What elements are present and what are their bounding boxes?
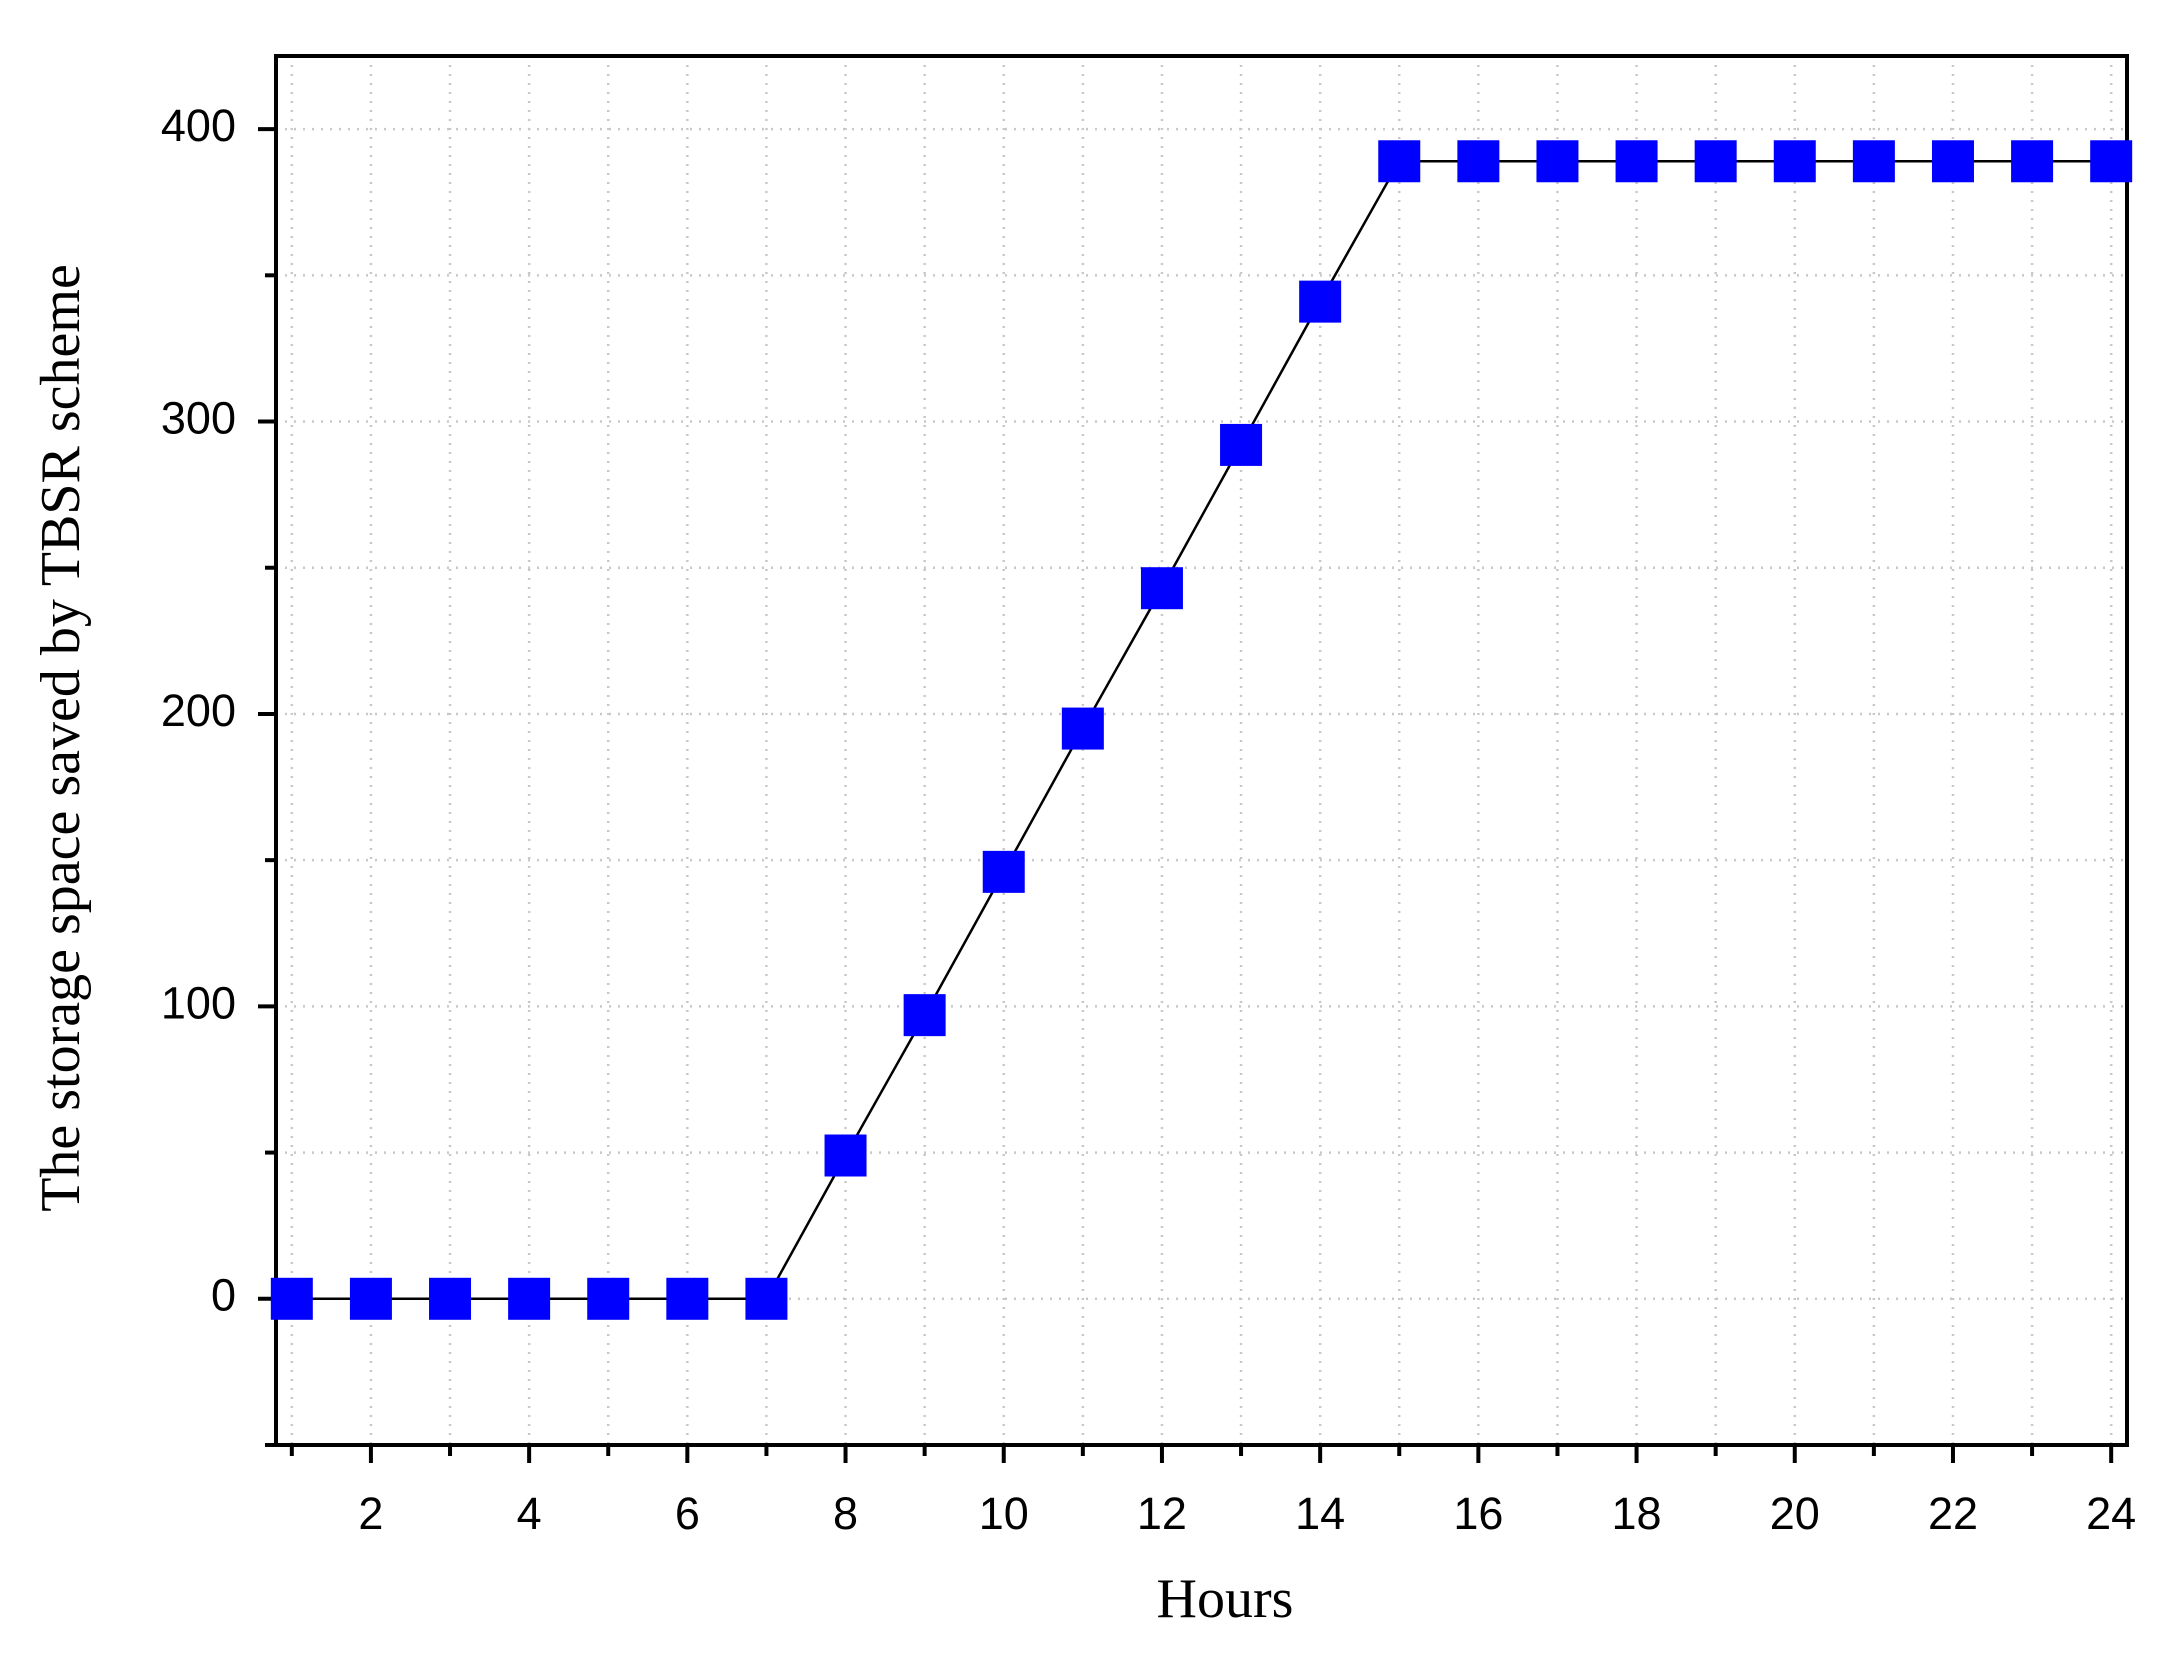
marker — [903, 994, 946, 1037]
x-tick-label: 12 — [1137, 1488, 1187, 1539]
y-tick-label: 0 — [211, 1270, 236, 1321]
marker — [2011, 140, 2054, 183]
x-tick-label: 10 — [979, 1488, 1029, 1539]
marker — [1536, 140, 1579, 183]
y-tick-label: 200 — [161, 685, 236, 736]
x-tick-label: 20 — [1770, 1488, 1820, 1539]
marker — [429, 1277, 472, 1320]
x-tick-label: 2 — [358, 1488, 383, 1539]
marker — [982, 850, 1025, 893]
x-tick-label: 6 — [675, 1488, 700, 1539]
marker — [745, 1277, 788, 1320]
marker — [508, 1277, 551, 1320]
y-tick-label: 100 — [161, 977, 236, 1028]
x-tick-label: 16 — [1453, 1488, 1503, 1539]
x-tick-label: 4 — [517, 1488, 542, 1539]
series-line — [291, 160, 2112, 1301]
marker — [587, 1277, 630, 1320]
y-tick-label: 400 — [161, 100, 236, 151]
marker — [1852, 140, 1895, 183]
x-tick-label: 24 — [2086, 1488, 2136, 1539]
marker — [2090, 140, 2133, 183]
y-axis-label: The storage space saved by TBSR scheme — [30, 264, 92, 1212]
marker — [1140, 567, 1183, 610]
x-tick-label: 14 — [1295, 1488, 1345, 1539]
marker — [1457, 140, 1500, 183]
marker — [1615, 140, 1658, 183]
marker — [1061, 707, 1104, 750]
marker — [1931, 140, 1974, 183]
x-tick-label: 18 — [1612, 1488, 1662, 1539]
marker — [1299, 280, 1342, 323]
y-tick-label: 300 — [161, 392, 236, 443]
marker — [1220, 423, 1263, 466]
plot-frame — [274, 54, 2129, 1447]
marker — [1378, 140, 1421, 183]
x-tick-label: 22 — [1928, 1488, 1978, 1539]
x-axis-label: Hours — [1157, 1568, 1294, 1630]
marker — [270, 1277, 313, 1320]
x-tick-label: 8 — [833, 1488, 858, 1539]
marker — [349, 1277, 392, 1320]
marker — [666, 1277, 709, 1320]
marker — [824, 1134, 867, 1177]
marker — [1694, 140, 1737, 183]
marker — [1773, 140, 1816, 183]
